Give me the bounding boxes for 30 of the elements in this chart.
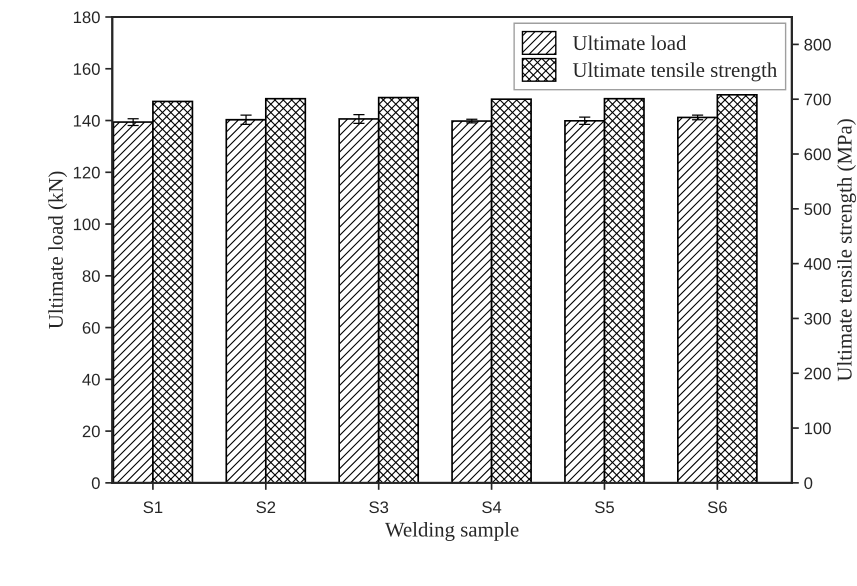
y2-tick-label: 600 (804, 148, 831, 160)
y2-tick-label: 0 (804, 477, 812, 490)
y-tick-label: 180 (74, 11, 100, 24)
x-tick-label: S2 (256, 501, 276, 514)
x-tick-label: S6 (708, 501, 727, 514)
legend-label: Ultimate load (572, 35, 686, 50)
x-axis-title: Welding sample (384, 522, 518, 541)
y-tick-label: 80 (82, 270, 100, 282)
y-tick-label: 60 (82, 322, 100, 334)
y2-tick-label: 300 (804, 312, 831, 325)
y-tick-label: 20 (82, 426, 100, 438)
legend-label: Ultimate tensile strength (572, 62, 778, 82)
y-tick-label: 100 (74, 218, 100, 230)
x-tick-label: S1 (143, 501, 162, 514)
y-tick-label: 40 (82, 374, 100, 386)
y2-tick-label: 700 (804, 94, 831, 106)
x-tick-label: S4 (482, 501, 502, 514)
y-tick-label: 140 (74, 114, 100, 127)
y2-tick-label: 500 (804, 203, 831, 216)
y2-tick-label: 200 (804, 368, 831, 380)
x-tick-label: S3 (369, 501, 388, 514)
y-tick-label: 120 (74, 166, 100, 178)
y2-tick-label: 100 (804, 422, 831, 434)
y-tick-label: 0 (92, 477, 100, 490)
y2-axis-title: Ultimate tensile strength (MPa) (837, 119, 856, 382)
y-axis-title: Ultimate load (kN) (48, 172, 68, 329)
y-tick-label: 160 (74, 63, 100, 75)
y2-tick-label: 400 (804, 258, 831, 270)
x-tick-label: S5 (595, 501, 614, 514)
y2-tick-label: 800 (804, 38, 831, 51)
